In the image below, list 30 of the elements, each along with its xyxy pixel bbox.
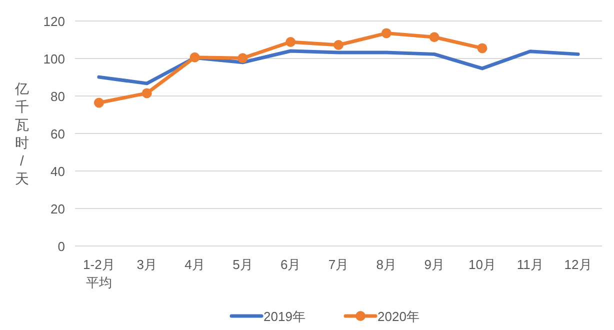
- x-tick-label: 8月: [376, 257, 397, 272]
- point: [429, 32, 440, 42]
- point: [286, 37, 296, 47]
- x-tick-label: 1-2月平均: [83, 257, 115, 290]
- point: [94, 98, 104, 108]
- point: [381, 28, 392, 38]
- y-tick-label: 0: [58, 239, 65, 254]
- x-tick-label: 3月: [136, 257, 157, 272]
- x-tick-label: 6月: [280, 257, 301, 272]
- y-axis-title: 亿千瓦时/天: [14, 80, 29, 186]
- point: [477, 43, 488, 54]
- legend-label: 2020年: [378, 309, 420, 324]
- y-tick-label: 40: [50, 164, 65, 179]
- x-tick-label: 12月: [564, 257, 592, 272]
- x-tick-label: 4月: [184, 257, 205, 272]
- y-tick-label: 100: [43, 52, 65, 66]
- point: [190, 52, 200, 62]
- x-tick-label: 11月: [516, 257, 544, 272]
- point: [334, 40, 344, 50]
- legend-label: 2019年: [264, 309, 306, 324]
- y-tick-label: 120: [43, 14, 65, 29]
- x-tick-label: 7月: [328, 257, 349, 272]
- point: [238, 53, 248, 64]
- point: [142, 88, 152, 98]
- y-tick-label: 80: [50, 89, 65, 104]
- y-tick-label: 60: [50, 126, 65, 142]
- y-tick-label: 20: [50, 202, 65, 216]
- x-tick-label: 9月: [424, 257, 444, 272]
- x-tick-label: 10月: [468, 257, 496, 272]
- x-tick-label: 5月: [232, 257, 253, 272]
